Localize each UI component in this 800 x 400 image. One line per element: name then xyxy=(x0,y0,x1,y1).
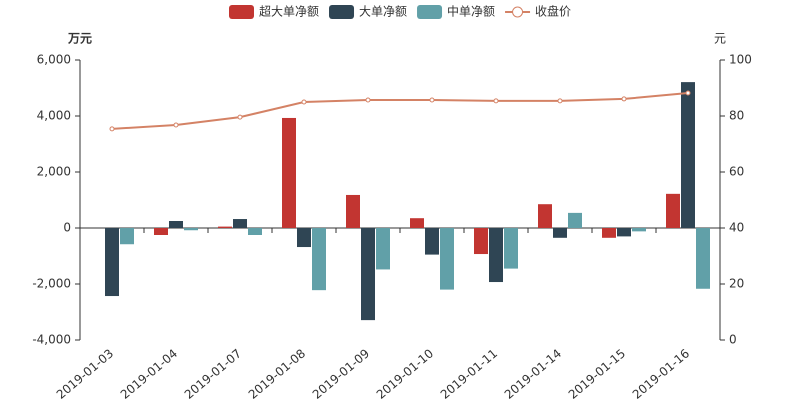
x-tick-label: 2019-01-08 xyxy=(246,346,308,400)
y2-tick-label: 20 xyxy=(729,277,744,291)
x-tick-label: 2019-01-14 xyxy=(502,346,564,400)
bar xyxy=(666,193,680,228)
x-tick-label: 2019-01-15 xyxy=(566,346,628,400)
y-tick-label: 0 xyxy=(63,221,71,235)
y2-tick-label: 80 xyxy=(729,109,744,123)
line-point xyxy=(685,90,691,96)
bar xyxy=(184,228,198,231)
bar xyxy=(489,228,503,283)
bar xyxy=(312,228,326,291)
x-tick-label: 2019-01-16 xyxy=(630,346,692,400)
x-tick-label: 2019-01-03 xyxy=(54,346,116,400)
bar xyxy=(120,228,134,245)
legend-label: 中单净额 xyxy=(447,4,495,19)
y2-tick-label: 40 xyxy=(729,221,744,235)
bar xyxy=(233,219,247,228)
line-point xyxy=(493,98,499,104)
bar xyxy=(696,228,710,289)
bar xyxy=(346,194,360,228)
bar xyxy=(425,228,439,255)
bar xyxy=(376,228,390,270)
y-tick-label: -4,000 xyxy=(32,333,71,347)
bar xyxy=(410,218,424,228)
y-tick-label: -2,000 xyxy=(32,277,71,291)
line-point xyxy=(621,96,627,102)
line-point xyxy=(301,99,307,105)
x-tick-label: 2019-01-07 xyxy=(182,346,244,400)
legend-label: 收盘价 xyxy=(535,4,571,19)
legend-label: 超大单净额 xyxy=(259,4,319,19)
bar xyxy=(248,228,262,235)
bar xyxy=(538,204,552,228)
line-point xyxy=(365,97,371,103)
y2-axis-label: 元 xyxy=(714,32,726,46)
x-tick-label: 2019-01-10 xyxy=(374,346,436,400)
line-point xyxy=(173,122,179,128)
bar xyxy=(297,228,311,248)
legend-icon xyxy=(329,5,355,19)
y2-tick-label: 60 xyxy=(729,165,744,179)
bar xyxy=(504,228,518,269)
legend-icon xyxy=(512,6,524,18)
bar xyxy=(602,228,616,238)
legend-icon xyxy=(229,5,254,19)
bar xyxy=(282,117,296,228)
y2-tick-label: 100 xyxy=(729,53,752,67)
y-tick-label: 4,000 xyxy=(37,109,71,123)
bar xyxy=(474,228,488,255)
x-tick-label: 2019-01-11 xyxy=(438,346,500,400)
bar xyxy=(553,228,567,238)
x-tick-label: 2019-01-04 xyxy=(118,346,180,400)
legend-label: 大单净额 xyxy=(359,5,407,19)
bar xyxy=(568,212,582,228)
line-point xyxy=(237,114,243,120)
legend-icon xyxy=(417,5,443,19)
x-tick-label: 2019-01-09 xyxy=(310,346,372,400)
line-point xyxy=(557,98,563,104)
y-axis-label: 万元 xyxy=(67,32,92,46)
bar xyxy=(361,228,375,321)
bar xyxy=(440,228,454,290)
bar xyxy=(218,226,232,228)
bar xyxy=(169,221,183,228)
bar xyxy=(681,82,695,229)
bar xyxy=(105,228,119,297)
y2-tick-label: 0 xyxy=(729,333,737,347)
y-tick-label: 2,000 xyxy=(37,165,71,179)
bar xyxy=(617,228,631,237)
line-point xyxy=(109,126,115,132)
line-point xyxy=(429,97,435,103)
line xyxy=(111,92,689,130)
y-tick-label: 6,000 xyxy=(37,53,71,67)
bar xyxy=(632,228,646,232)
bar xyxy=(154,228,168,235)
